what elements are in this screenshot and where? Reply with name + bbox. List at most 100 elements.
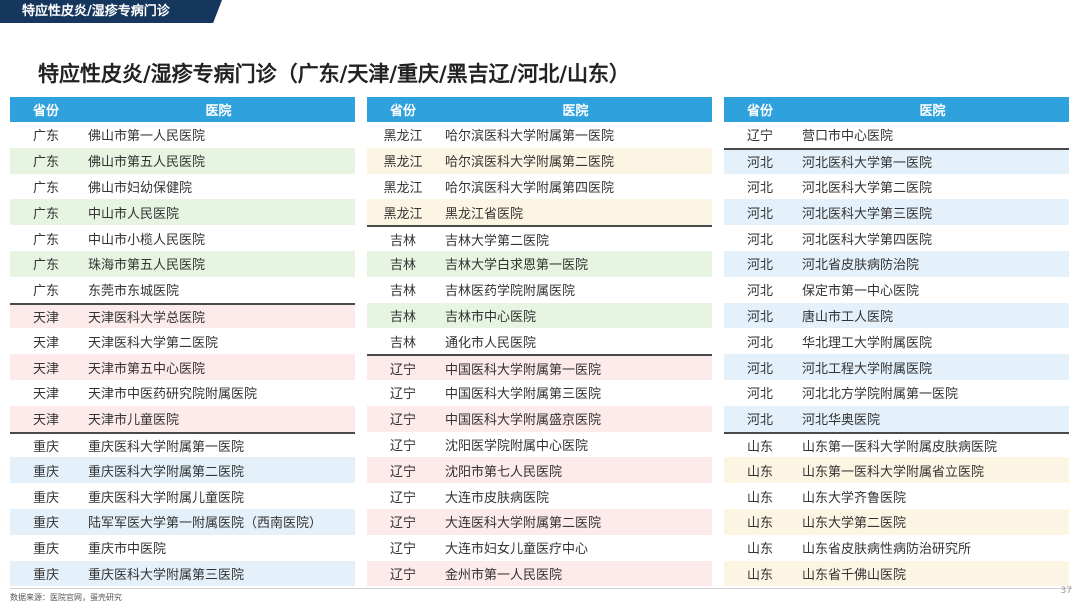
hospital-cell: 营口市中心医院: [802, 129, 894, 145]
hospital-cell: 中国医科大学附属第一医院: [445, 362, 602, 378]
table-row: 重庆 陆军军医大学第一附属医院（西南医院）: [10, 508, 355, 535]
table-row: 吉林 吉林医药学院附属医院: [367, 277, 712, 303]
hospital-cell: 重庆医科大学附属儿童医院: [88, 490, 245, 506]
table-row: 山东 山东第一医科大学附属省立医院: [724, 457, 1069, 484]
province-cell: 山东: [746, 439, 773, 455]
hospital-cell: 河北省皮肤病防治院: [802, 258, 920, 274]
table-row: 河北 河北工程大学附属医院: [724, 354, 1069, 380]
province-cell: 辽宁: [389, 464, 416, 480]
province-cell: 辽宁: [389, 438, 416, 454]
data-source-note: 数据来源：医院官网，蛋壳研究: [10, 593, 122, 602]
hospital-table-3: 省份 医院 辽宁 营口市中心医院 河北 河北医科大学第一医院 河北 河北医科大学第二医院河…: [724, 97, 1069, 587]
hospital-cell: 山东省千佛山医院: [802, 567, 907, 583]
hospital-cell: 山东大学齐鲁医院: [802, 490, 907, 506]
hospital-cell: 河北医科大学第一医院: [802, 156, 933, 172]
table-row: 辽宁 大连医科大学附属第二医院: [367, 508, 712, 535]
table-row: 山东 山东第一医科大学附属皮肤病医院: [724, 431, 1069, 458]
hospital-cell: 哈尔滨医科大学附属第一医院: [445, 129, 615, 145]
hospital-cell: 重庆医科大学附属第三医院: [88, 567, 245, 583]
province-cell: 吉林: [389, 258, 416, 274]
table-row: 山东 山东大学第二医院: [724, 508, 1069, 535]
header-hospital: 医院: [919, 104, 946, 119]
hospital-cell: 山东第一医科大学附属省立医院: [802, 464, 985, 480]
table-row: 重庆 重庆医科大学附属第一医院: [10, 431, 355, 458]
table-row: 广东 佛山市妇幼保健院: [10, 174, 355, 200]
table-row: 辽宁 沈阳市第七人民医院: [367, 457, 712, 484]
province-cell: 河北: [746, 413, 773, 429]
table-row: 黑龙江 黑龙江省医院: [367, 199, 712, 226]
hospital-cell: 中国医科大学附属第三医院: [445, 387, 602, 403]
header-hospital: 医院: [562, 104, 589, 119]
table-row: 黑龙江 哈尔滨医科大学附属第二医院: [367, 147, 712, 174]
header-province: 省份: [746, 104, 773, 119]
table-row: 河北 河北北方学院附属第一医院: [724, 380, 1069, 406]
province-cell: 天津: [32, 335, 59, 351]
table-row: 河北 保定市第一中心医院: [724, 277, 1069, 303]
province-cell: 辽宁: [389, 413, 416, 429]
hospital-cell: 通化市人民医院: [445, 335, 537, 351]
province-cell: 广东: [32, 284, 59, 300]
hospital-cell: 重庆医科大学附属第一医院: [88, 439, 245, 455]
province-cell: 广东: [32, 129, 59, 145]
table-row: 河北 河北医科大学第四医院: [724, 225, 1069, 251]
province-cell: 山东: [746, 567, 773, 583]
hospital-cell: 吉林医药学院附属医院: [445, 284, 576, 300]
table-row: 广东 中山市小榄人民医院: [10, 225, 355, 251]
table-row: 河北 河北省皮肤病防治院: [724, 250, 1069, 277]
table-row: 河北 河北医科大学第二医院: [724, 174, 1069, 200]
hospital-cell: 黑龙江省医院: [445, 206, 524, 222]
province-cell: 吉林: [389, 233, 416, 249]
table-row: 河北 河北医科大学第三医院: [724, 199, 1069, 226]
province-cell: 黑龙江: [383, 180, 423, 196]
table-row: 广东 中山市人民医院: [10, 199, 355, 226]
province-cell: 辽宁: [746, 129, 773, 145]
footer-divider: [10, 588, 1072, 589]
table-row: 天津 天津市中医药研究院附属医院: [10, 380, 355, 406]
hospital-cell: 吉林大学白求恩第一医院: [445, 258, 589, 274]
table-row: 河北 河北医科大学第一医院: [724, 147, 1069, 174]
table-row: 吉林 吉林市中心医院: [367, 302, 712, 329]
hospital-cell: 沈阳市第七人民医院: [445, 464, 563, 480]
hospital-cell: 河北北方学院附属第一医院: [802, 387, 959, 403]
table-row: 辽宁 营口市中心医院: [724, 122, 1069, 148]
hospital-cell: 重庆医科大学附属第二医院: [88, 464, 245, 480]
province-cell: 河北: [746, 206, 773, 222]
province-cell: 广东: [32, 232, 59, 248]
table-row: 辽宁 大连市妇女儿童医疗中心: [367, 535, 712, 561]
province-cell: 重庆: [32, 439, 59, 455]
province-cell: 天津: [32, 387, 59, 403]
province-cell: 河北: [746, 387, 773, 403]
hospital-cell: 天津市儿童医院: [88, 413, 180, 429]
table-row: 山东 山东省皮肤病性病防治研究所: [724, 535, 1069, 561]
table-row: 辽宁 沈阳医学院附属中心医院: [367, 432, 712, 458]
table-row: 河北 河北华奥医院: [724, 405, 1069, 432]
province-cell: 河北: [746, 335, 773, 351]
province-cell: 河北: [746, 156, 773, 172]
hospital-cell: 佛山市第五人民医院: [88, 155, 206, 171]
hospital-cell: 河北工程大学附属医院: [802, 361, 933, 377]
province-cell: 辽宁: [389, 362, 416, 378]
hospital-cell: 山东省皮肤病性病防治研究所: [802, 542, 972, 558]
table-row: 广东 珠海市第五人民医院: [10, 250, 355, 277]
province-cell: 山东: [746, 542, 773, 558]
page-title: 特应性皮炎/湿疹专病门诊（广东/天津/重庆/黑吉辽/河北/山东）: [38, 62, 631, 86]
table-row: 天津 天津市儿童医院: [10, 405, 355, 432]
hospital-cell: 中山市人民医院: [88, 206, 180, 222]
province-cell: 天津: [32, 413, 59, 429]
hospital-cell: 大连市皮肤病医院: [445, 490, 550, 506]
province-cell: 广东: [32, 206, 59, 222]
province-cell: 河北: [746, 284, 773, 300]
table-row: 河北 华北理工大学附属医院: [724, 328, 1069, 354]
hospital-cell: 沈阳医学院附属中心医院: [445, 438, 589, 454]
province-cell: 山东: [746, 516, 773, 532]
hospital-cell: 佛山市第一人民医院: [88, 129, 206, 145]
hospital-cell: 大连医科大学附属第二医院: [445, 516, 602, 532]
province-cell: 辽宁: [389, 516, 416, 532]
province-cell: 辽宁: [389, 490, 416, 506]
table-row: 重庆 重庆市中医院: [10, 535, 355, 561]
hospital-cell: 保定市第一中心医院: [802, 284, 920, 300]
province-cell: 河北: [746, 309, 773, 325]
hospital-cell: 河北华奥医院: [802, 413, 881, 429]
table-row: 吉林 吉林大学第二医院: [367, 225, 712, 251]
province-cell: 重庆: [32, 567, 59, 583]
